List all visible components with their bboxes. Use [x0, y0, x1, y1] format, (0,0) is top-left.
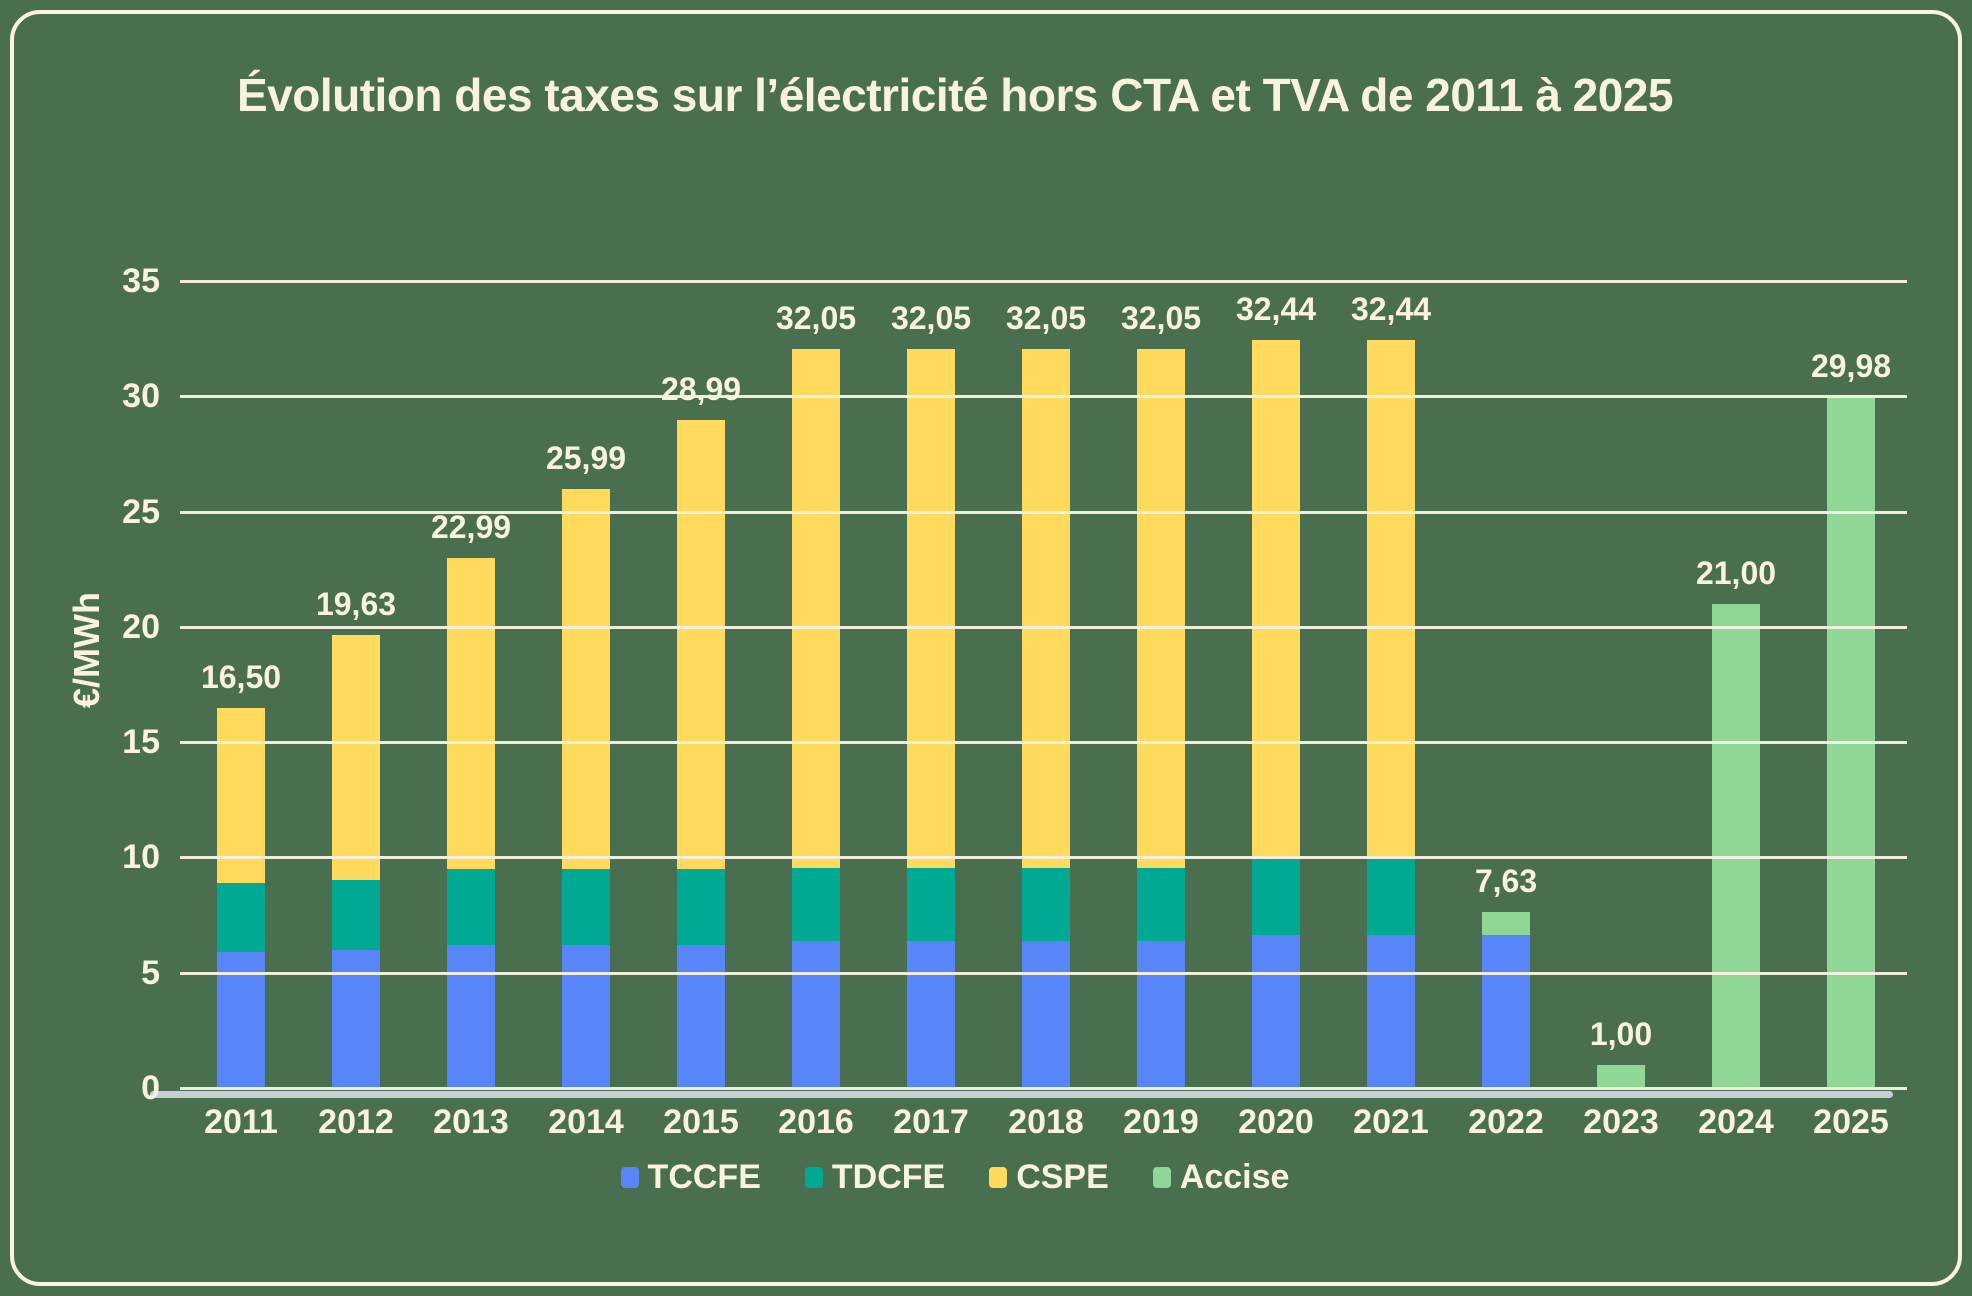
- x-axis-line: [150, 1091, 1893, 1098]
- bar-2012-cspe-segment: [332, 635, 380, 881]
- bar-2018-tccfe-segment: [1022, 941, 1070, 1088]
- bar-2016-cspe-segment: [792, 349, 840, 868]
- x-tick-label-2014: 2014: [548, 1103, 624, 1141]
- y-tick-label-15: 15: [122, 723, 160, 762]
- bar-2011-value-label: 16,50: [200, 658, 282, 695]
- x-tick-label-2023: 2023: [1583, 1103, 1659, 1141]
- bar-2012-value-label: 19,63: [315, 586, 397, 623]
- legend-item-tdcfe: TDCFE: [804, 1158, 946, 1197]
- bar-2013-cspe-segment: [447, 557, 495, 870]
- gridline-25: [180, 510, 1907, 514]
- bar-2020-cspe-segment: [1252, 340, 1300, 859]
- bar-2013-tdcfe-segment: [447, 869, 495, 946]
- bar-2015-cspe-segment: [677, 419, 725, 870]
- bar-2020-tdcfe-segment: [1252, 858, 1300, 936]
- bar-2017-value-label: 32,05: [890, 300, 972, 337]
- bar-2023-value-label: 1,00: [1589, 1015, 1653, 1052]
- legend-item-accise: Accise: [1152, 1158, 1290, 1197]
- legend-label-accise: Accise: [1179, 1158, 1290, 1196]
- bar-2017-tccfe-segment: [907, 941, 955, 1088]
- bar-2022-value-label: 7,63: [1474, 863, 1538, 900]
- legend-label-tccfe: TCCFE: [647, 1158, 761, 1196]
- bar-2021-tccfe-segment: [1367, 935, 1415, 1088]
- bar-2018-tdcfe-segment: [1022, 867, 1070, 942]
- bar-2018-cspe-segment: [1022, 349, 1070, 868]
- gridline-10: [180, 856, 1907, 860]
- bar-2021-tdcfe-segment: [1367, 858, 1415, 936]
- bar-2016-tccfe-segment: [792, 941, 840, 1088]
- y-tick-label-35: 35: [122, 262, 160, 300]
- bar-2025-value-label: 29,98: [1810, 347, 1892, 384]
- bar-2020-tccfe-segment: [1252, 935, 1300, 1088]
- bar-2015-value-label: 28,99: [660, 370, 742, 407]
- bar-2019-cspe-segment: [1137, 349, 1185, 868]
- bar-2021-cspe-segment: [1367, 340, 1415, 859]
- bar-2022-accise-segment: [1482, 912, 1530, 936]
- bar-2011-cspe-segment: [217, 707, 265, 883]
- bar-2019-tdcfe-segment: [1137, 867, 1185, 942]
- bar-2024-accise-segment: [1712, 603, 1760, 1088]
- bar-2012-tdcfe-segment: [332, 880, 380, 950]
- legend: TCCFE TDCFE CSPE Accise: [0, 1158, 1910, 1197]
- bar-2015-tccfe-segment: [677, 945, 725, 1088]
- gridline-15: [180, 741, 1907, 745]
- x-tick-label-2011: 2011: [204, 1103, 278, 1141]
- bar-2014-tccfe-segment: [562, 945, 610, 1088]
- bar-2024-value-label: 21,00: [1695, 554, 1777, 591]
- legend-item-tccfe: TCCFE: [620, 1158, 761, 1197]
- y-tick-label-10: 10: [122, 838, 160, 877]
- bar-2014-tdcfe-segment: [562, 869, 610, 946]
- bar-2014-value-label: 25,99: [545, 439, 627, 476]
- x-tick-label-2022: 2022: [1468, 1103, 1544, 1141]
- bar-2023-accise-segment: [1597, 1064, 1645, 1088]
- bar-2021-value-label: 32,44: [1350, 291, 1432, 328]
- x-tick-label-2013: 2013: [433, 1103, 509, 1141]
- gridline-0: [180, 1087, 1907, 1090]
- bar-2017-tdcfe-segment: [907, 867, 955, 942]
- x-tick-label-2021: 2021: [1353, 1103, 1429, 1141]
- legend-label-tdcfe: TDCFE: [831, 1158, 946, 1196]
- bar-2016-tdcfe-segment: [792, 867, 840, 942]
- bar-2011-tdcfe-segment: [217, 882, 265, 952]
- x-tick-label-2025: 2025: [1813, 1103, 1889, 1141]
- y-tick-label-5: 5: [141, 953, 160, 992]
- legend-swatch-tdcfe: [804, 1167, 823, 1188]
- y-tick-label-25: 25: [122, 492, 160, 531]
- y-tick-label-20: 20: [122, 607, 160, 646]
- bar-2022-tccfe-segment: [1482, 935, 1530, 1088]
- bar-2014-cspe-segment: [562, 488, 610, 870]
- x-tick-label-2015: 2015: [663, 1103, 739, 1141]
- legend-swatch-cspe: [989, 1167, 1008, 1188]
- legend-swatch-tccfe: [620, 1167, 639, 1188]
- gridline-20: [180, 625, 1907, 629]
- bar-2017-cspe-segment: [907, 349, 955, 868]
- bar-2013-tccfe-segment: [447, 945, 495, 1088]
- gridline-30: [180, 395, 1907, 399]
- bar-2016-value-label: 32,05: [775, 300, 857, 337]
- legend-label-cspe: CSPE: [1016, 1158, 1109, 1196]
- chart-title: Évolution des taxes sur l’électricité ho…: [236, 69, 1674, 121]
- x-tick-label-2016: 2016: [778, 1103, 854, 1141]
- gridline-5: [180, 971, 1907, 975]
- x-tick-label-2020: 2020: [1238, 1103, 1314, 1141]
- bar-2015-tdcfe-segment: [677, 869, 725, 946]
- x-tick-label-2017: 2017: [893, 1103, 969, 1141]
- y-tick-label-0: 0: [141, 1069, 160, 1107]
- bar-2020-value-label: 32,44: [1235, 291, 1317, 328]
- bar-2013-value-label: 22,99: [430, 508, 512, 545]
- gridline-35: [180, 280, 1907, 283]
- legend-swatch-accise: [1152, 1167, 1171, 1188]
- x-tick-label-2024: 2024: [1698, 1103, 1774, 1141]
- bar-2012-tccfe-segment: [332, 949, 380, 1088]
- x-tick-label-2012: 2012: [318, 1103, 394, 1141]
- x-tick-label-2019: 2019: [1123, 1103, 1199, 1141]
- bar-2018-value-label: 32,05: [1005, 300, 1087, 337]
- bar-2019-value-label: 32,05: [1120, 300, 1202, 337]
- x-tick-label-2018: 2018: [1008, 1103, 1084, 1141]
- bar-2019-tccfe-segment: [1137, 941, 1185, 1088]
- y-tick-label-30: 30: [122, 377, 160, 416]
- legend-item-cspe: CSPE: [989, 1158, 1109, 1197]
